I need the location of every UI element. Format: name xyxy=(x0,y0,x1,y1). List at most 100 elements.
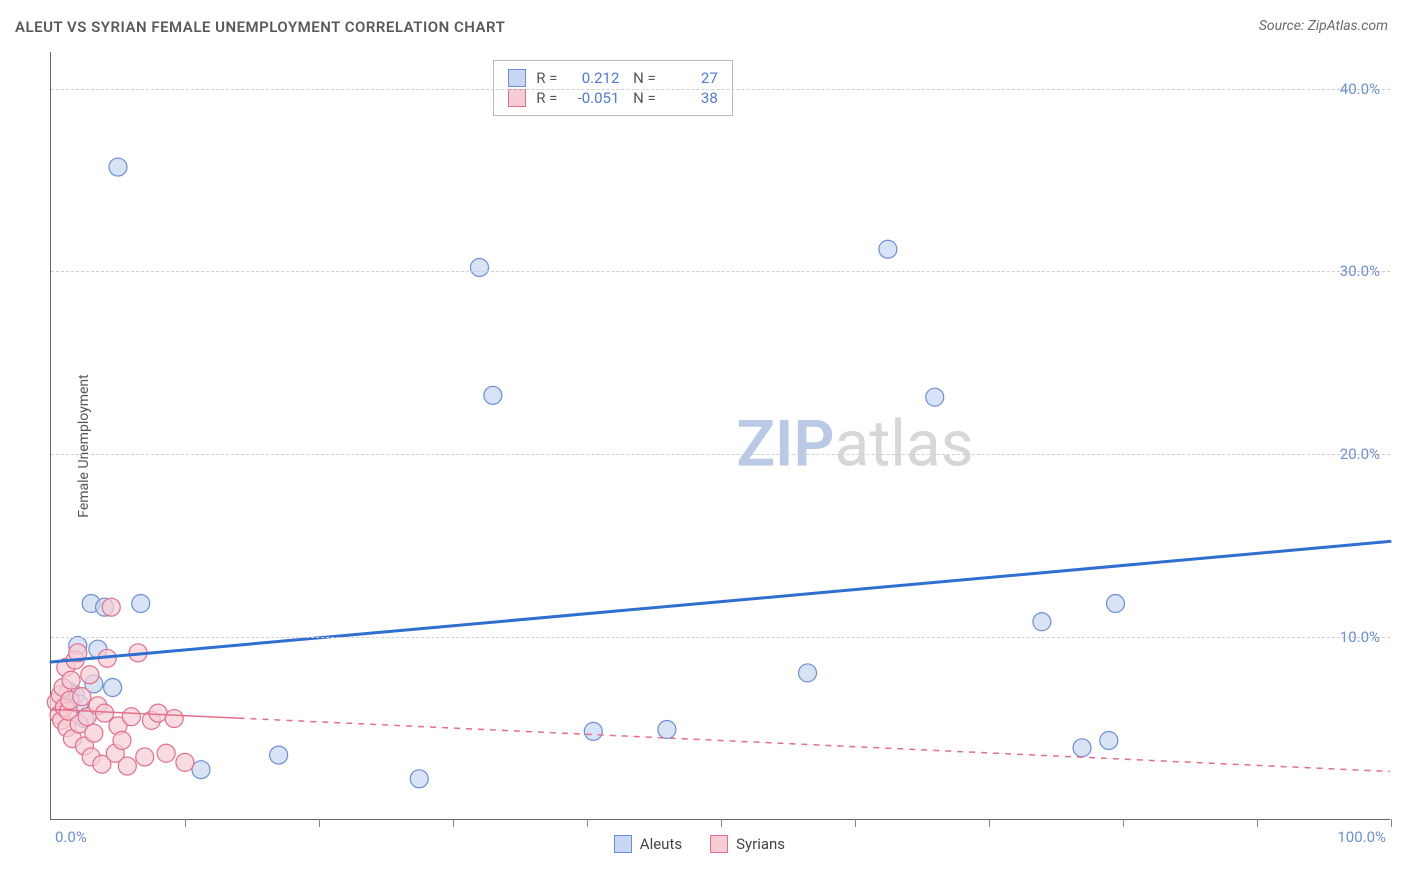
swatch-aleuts-bot xyxy=(614,835,632,853)
watermark: ZIPatlas xyxy=(736,406,973,481)
legend-item-syrians: Syrians xyxy=(710,835,785,853)
data-point xyxy=(55,699,73,717)
data-point xyxy=(113,731,131,749)
data-point xyxy=(136,748,154,766)
n-label: N = xyxy=(629,69,655,87)
data-point xyxy=(93,755,111,773)
data-point xyxy=(61,691,79,709)
data-point xyxy=(55,697,73,715)
grid-line xyxy=(51,454,1390,455)
n-value-aleuts: 27 xyxy=(666,69,718,87)
data-point xyxy=(66,686,84,704)
legend-row-aleuts: R = 0.212 N = 27 xyxy=(508,69,718,87)
grid-line xyxy=(51,89,1390,90)
series-name-aleuts: Aleuts xyxy=(640,835,682,853)
data-point xyxy=(1073,739,1091,757)
data-point xyxy=(879,240,897,258)
data-point xyxy=(118,757,136,775)
legend-series: Aleuts Syrians xyxy=(614,835,785,853)
x-tick xyxy=(855,819,856,827)
data-point xyxy=(102,598,120,616)
watermark-atlas: atlas xyxy=(835,406,974,481)
x-tick xyxy=(587,819,588,827)
y-tick-label: 40.0% xyxy=(1340,80,1380,98)
data-point xyxy=(104,679,122,697)
data-point xyxy=(157,744,175,762)
trend-line xyxy=(51,541,1390,662)
data-point xyxy=(1033,613,1051,631)
source-attribution: Source: ZipAtlas.com xyxy=(1259,18,1388,34)
data-point xyxy=(66,651,84,669)
x-tick xyxy=(989,819,990,827)
data-point xyxy=(63,730,81,748)
r-value-syrians: -0.051 xyxy=(567,89,619,107)
data-point xyxy=(54,679,72,697)
data-point xyxy=(59,682,77,700)
data-point xyxy=(81,666,99,684)
data-point xyxy=(109,717,127,735)
data-point xyxy=(122,708,140,726)
data-point xyxy=(62,691,80,709)
r-value-aleuts: 0.212 xyxy=(567,69,619,87)
chart-svg xyxy=(51,52,1390,819)
data-point xyxy=(106,744,124,762)
x-tick xyxy=(1123,819,1124,827)
x-axis-min-label: 0.0% xyxy=(55,828,87,846)
data-point xyxy=(59,702,77,720)
data-point xyxy=(129,644,147,662)
swatch-syrians-bot xyxy=(710,835,728,853)
data-point xyxy=(57,658,75,676)
plot-area: ZIPatlas R = 0.212 N = 27 R = -0.051 N =… xyxy=(50,52,1390,820)
data-point xyxy=(51,686,69,704)
chart-title: ALEUT VS SYRIAN FEMALE UNEMPLOYMENT CORR… xyxy=(15,18,505,36)
data-point xyxy=(70,715,88,733)
swatch-aleuts xyxy=(508,69,526,87)
series-name-syrians: Syrians xyxy=(736,835,785,853)
data-point xyxy=(53,711,71,729)
data-point xyxy=(484,386,502,404)
data-point xyxy=(70,695,88,713)
x-tick xyxy=(185,819,186,827)
data-point xyxy=(132,595,150,613)
data-point xyxy=(89,697,107,715)
n-value-syrians: 38 xyxy=(666,89,718,107)
data-point xyxy=(270,746,288,764)
data-point xyxy=(82,595,100,613)
legend-item-aleuts: Aleuts xyxy=(614,835,682,853)
data-point xyxy=(98,649,116,667)
legend-row-syrians: R = -0.051 N = 38 xyxy=(508,89,718,107)
data-point xyxy=(47,693,65,711)
data-point xyxy=(85,724,103,742)
data-point xyxy=(926,388,944,406)
data-point xyxy=(1100,731,1118,749)
data-point xyxy=(192,761,210,779)
swatch-syrians xyxy=(508,89,526,107)
data-point xyxy=(85,675,103,693)
data-point xyxy=(69,637,87,655)
data-point xyxy=(142,711,160,729)
data-point xyxy=(584,722,602,740)
x-tick xyxy=(1391,819,1392,827)
x-tick xyxy=(1257,819,1258,827)
x-tick xyxy=(319,819,320,827)
x-tick xyxy=(453,819,454,827)
data-point xyxy=(62,671,80,689)
watermark-zip: ZIP xyxy=(736,406,834,481)
data-point xyxy=(149,704,167,722)
data-point xyxy=(78,708,96,726)
data-point xyxy=(50,706,68,724)
data-point xyxy=(658,721,676,739)
data-point xyxy=(799,664,817,682)
trend-line xyxy=(51,709,238,718)
y-tick-label: 10.0% xyxy=(1340,628,1380,646)
data-point xyxy=(75,737,93,755)
r-label: R = xyxy=(536,69,557,87)
data-point xyxy=(75,710,93,728)
data-point xyxy=(1107,595,1125,613)
y-tick-label: 30.0% xyxy=(1340,262,1380,280)
data-point xyxy=(89,640,107,658)
data-point xyxy=(165,710,183,728)
grid-line xyxy=(51,637,1390,638)
data-point xyxy=(176,753,194,771)
data-point xyxy=(410,770,428,788)
